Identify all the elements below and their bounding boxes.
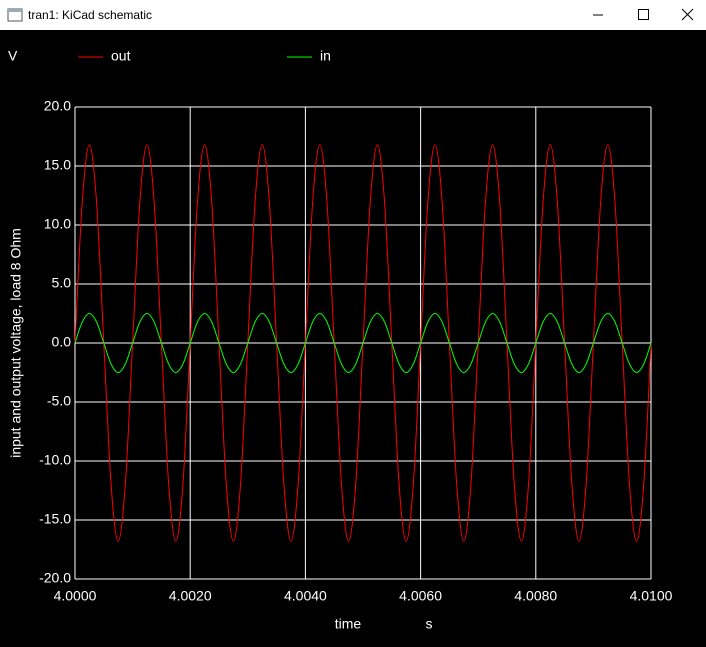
y-unit: V — [8, 48, 18, 64]
y-tick-label: 0.0 — [52, 334, 72, 350]
app-icon — [7, 8, 23, 22]
y-tick-label: 5.0 — [52, 275, 72, 291]
y-tick-label: 15.0 — [44, 157, 71, 173]
y-tick-label: -10.0 — [39, 452, 71, 468]
x-tick-label: 4.0080 — [514, 588, 557, 604]
x-tick-label: 4.0060 — [399, 588, 442, 604]
close-button[interactable] — [665, 0, 706, 30]
y-tick-label: -5.0 — [47, 393, 71, 409]
x-tick-label: 4.0020 — [169, 588, 212, 604]
x-axis-label: time — [335, 616, 362, 632]
maximize-button[interactable] — [620, 0, 666, 30]
y-tick-label: -15.0 — [39, 511, 71, 527]
x-tick-label: 4.0000 — [54, 588, 97, 604]
title-bar: tran1: KiCad schematic — [0, 0, 706, 30]
window-title: tran1: KiCad schematic — [28, 8, 153, 22]
y-axis-label: input and output voltage, load 8 Ohm — [8, 228, 24, 458]
series-line — [74, 312, 652, 374]
legend-label: in — [320, 48, 331, 64]
x-tick-label: 4.0040 — [284, 588, 327, 604]
x-tick-label: 4.0100 — [630, 588, 673, 604]
minimize-button[interactable] — [575, 0, 621, 30]
y-tick-label: -20.0 — [39, 570, 71, 586]
legend-label: out — [111, 48, 131, 64]
y-tick-label: 10.0 — [44, 216, 71, 232]
y-tick-label: 20.0 — [44, 98, 71, 114]
x-unit: s — [426, 616, 433, 632]
